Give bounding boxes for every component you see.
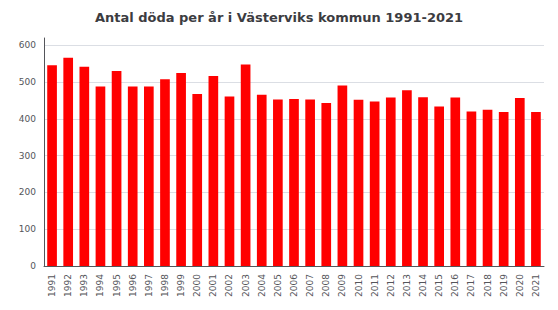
svg-text:200: 200 [19, 187, 36, 197]
svg-text:300: 300 [19, 151, 36, 161]
svg-text:1991: 1991 [47, 274, 57, 297]
svg-text:0: 0 [30, 261, 36, 271]
svg-text:1998: 1998 [160, 274, 170, 297]
svg-text:2014: 2014 [418, 274, 428, 297]
svg-text:400: 400 [19, 114, 36, 124]
svg-text:2005: 2005 [273, 274, 283, 297]
svg-text:2010: 2010 [354, 274, 364, 297]
svg-text:1997: 1997 [144, 274, 154, 297]
svg-text:600: 600 [19, 40, 36, 50]
svg-text:1999: 1999 [176, 274, 186, 297]
svg-text:2017: 2017 [466, 274, 476, 297]
svg-text:1996: 1996 [128, 274, 138, 297]
svg-text:2009: 2009 [337, 274, 347, 297]
svg-text:2007: 2007 [305, 274, 315, 297]
svg-text:2000: 2000 [192, 274, 202, 297]
svg-text:2002: 2002 [224, 274, 234, 297]
svg-text:100: 100 [19, 224, 36, 234]
svg-text:2020: 2020 [515, 274, 525, 297]
svg-text:2021: 2021 [531, 274, 541, 297]
svg-text:2019: 2019 [499, 274, 509, 297]
svg-text:500: 500 [19, 77, 36, 87]
svg-text:2003: 2003 [241, 274, 251, 297]
svg-text:2006: 2006 [289, 274, 299, 297]
svg-text:1995: 1995 [112, 274, 122, 297]
svg-text:2015: 2015 [434, 274, 444, 297]
svg-text:2013: 2013 [402, 274, 412, 297]
svg-text:2011: 2011 [370, 274, 380, 297]
svg-text:2008: 2008 [321, 274, 331, 297]
svg-text:Antal döda per år i Västerviks: Antal döda per år i Västerviks kommun 19… [95, 10, 463, 25]
svg-text:2018: 2018 [483, 274, 493, 297]
svg-text:2004: 2004 [257, 274, 267, 297]
svg-text:2016: 2016 [450, 274, 460, 297]
svg-text:1993: 1993 [79, 274, 89, 297]
svg-text:1994: 1994 [95, 274, 105, 297]
svg-text:1992: 1992 [63, 274, 73, 297]
svg-text:2012: 2012 [386, 274, 396, 297]
svg-text:2001: 2001 [208, 274, 218, 297]
